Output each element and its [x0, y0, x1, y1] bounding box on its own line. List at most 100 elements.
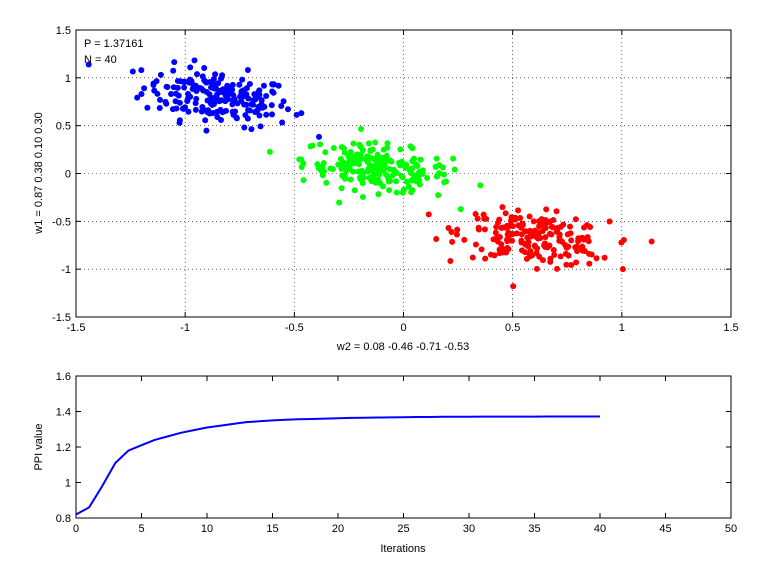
- scatter-point: [563, 261, 570, 268]
- scatter-point: [255, 103, 262, 110]
- scatter-point: [618, 239, 625, 246]
- scatter-point: [393, 170, 400, 177]
- scatter-point: [296, 156, 303, 163]
- scatter-point: [269, 111, 276, 118]
- scatter-point: [185, 90, 192, 97]
- scatter-point: [454, 226, 461, 233]
- scatter-point: [141, 85, 148, 92]
- scatter-point: [173, 105, 180, 112]
- scatter-point: [341, 161, 348, 168]
- scatter-point: [172, 98, 179, 105]
- scatter-point: [171, 59, 178, 66]
- scatter-point: [192, 106, 199, 113]
- scatter-point: [406, 166, 413, 173]
- scatter-point: [338, 185, 345, 192]
- scatter-point: [201, 65, 208, 72]
- scatter-point: [208, 94, 215, 101]
- scatter-point: [513, 230, 520, 237]
- scatter-point: [416, 168, 423, 175]
- scatter-point: [490, 236, 497, 243]
- ppi-line: [75, 415, 600, 516]
- scatter-point: [320, 159, 327, 166]
- annotation-n-value: N = 40: [84, 54, 117, 66]
- scatter-point: [619, 266, 626, 273]
- y-tick-label: 1.6: [56, 371, 71, 383]
- y-tick-label: 1.2: [56, 442, 71, 454]
- scatter-point: [211, 101, 218, 108]
- scatter-point: [551, 251, 558, 258]
- scatter-point: [365, 140, 372, 147]
- scatter-point: [515, 222, 522, 229]
- scatter-point: [338, 144, 345, 151]
- scatter-point: [413, 161, 420, 168]
- scatter-point: [457, 206, 464, 213]
- scatter-point: [358, 125, 365, 132]
- scatter-point: [370, 174, 377, 181]
- scatter-point: [241, 101, 248, 108]
- scatter-point: [257, 123, 264, 130]
- scatter-point: [542, 234, 549, 241]
- scatter-point: [542, 224, 549, 231]
- scatter-point: [536, 253, 543, 260]
- scatter-point: [522, 228, 529, 235]
- scatter-point: [322, 149, 329, 156]
- scatter-point: [496, 246, 503, 253]
- scatter-point: [278, 102, 285, 109]
- scatter-point: [261, 103, 268, 110]
- scatter-point: [231, 96, 238, 103]
- scatter-point: [530, 218, 537, 225]
- scatter-point: [215, 96, 222, 103]
- scatter-point: [134, 94, 141, 101]
- scatter-point: [412, 174, 419, 181]
- scatter-point: [360, 169, 367, 176]
- scatter-point: [248, 126, 255, 133]
- scatter-point: [373, 160, 380, 167]
- scatter-point: [568, 237, 575, 244]
- scatter-point: [347, 149, 354, 156]
- scatter-point: [575, 235, 582, 242]
- scatter-point: [527, 232, 534, 239]
- x-tick-label: 30: [463, 523, 475, 535]
- x-tick-label: 10: [201, 523, 213, 535]
- x-tick-label: 50: [725, 523, 737, 535]
- scatter-point: [263, 111, 270, 118]
- scatter-point: [481, 226, 488, 233]
- scatter-point: [164, 83, 171, 90]
- scatter-point: [424, 175, 431, 182]
- scatter-point: [432, 163, 439, 170]
- scatter-point: [279, 119, 286, 126]
- scatter-point: [359, 194, 366, 201]
- scatter-point: [359, 147, 366, 154]
- scatter-point: [523, 255, 530, 262]
- scatter-point: [401, 162, 408, 169]
- scatter-point: [168, 90, 175, 97]
- scatter-point: [553, 208, 560, 215]
- scatter-point: [451, 166, 458, 173]
- scatter-point: [433, 235, 440, 242]
- scatter-point: [403, 178, 410, 185]
- scatter-point: [375, 191, 382, 198]
- scatter-point: [515, 207, 522, 214]
- scatter-point: [417, 156, 424, 163]
- scatter-point: [218, 116, 225, 123]
- y-tick-label: 0.5: [56, 121, 71, 133]
- scatter-point: [447, 257, 454, 264]
- scatter-point: [243, 85, 250, 92]
- scatter-point: [250, 101, 257, 108]
- scatter-point: [176, 119, 183, 126]
- scatter-point: [193, 95, 200, 102]
- scatter-point: [475, 224, 482, 231]
- scatter-point: [144, 104, 151, 111]
- x-tick-label: 1.5: [723, 322, 738, 334]
- scatter-point: [344, 166, 351, 173]
- scatter-point: [443, 178, 450, 185]
- scatter-point: [156, 105, 163, 112]
- scatter-point: [481, 215, 488, 222]
- scatter-point: [547, 230, 554, 237]
- scatter-point: [222, 92, 229, 99]
- scatter-point: [397, 146, 404, 153]
- line-axes-background: [76, 376, 731, 518]
- scatter-point: [175, 92, 182, 99]
- scatter-point: [512, 216, 519, 223]
- scatter-point: [543, 206, 550, 213]
